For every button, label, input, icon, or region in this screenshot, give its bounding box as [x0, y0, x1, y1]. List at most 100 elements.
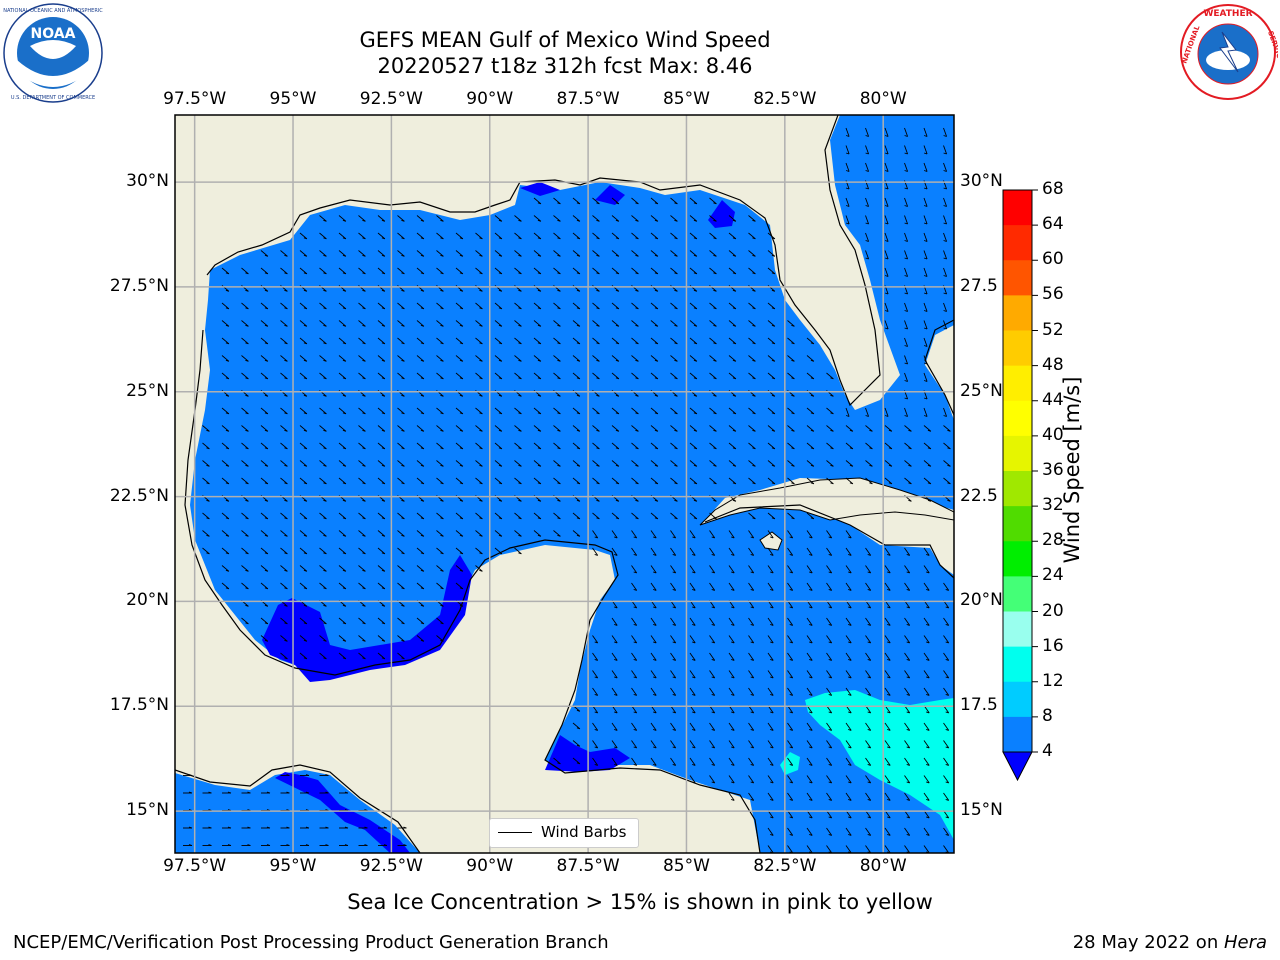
- wind-barb: [241, 302, 249, 310]
- wind-barb-flag: [771, 394, 776, 397]
- wind-barb: [533, 530, 542, 537]
- wind-barb: [923, 127, 928, 137]
- wind-barb-flag: [947, 499, 951, 502]
- wind-barb-flag: [518, 552, 522, 555]
- wind-barb: [845, 425, 854, 432]
- wind-barb-flag: [943, 205, 947, 207]
- wind-barb-flag: [692, 746, 696, 749]
- wind-barb: [592, 215, 600, 222]
- lat-label-left: 17.5°N: [109, 695, 169, 716]
- wind-barb-flag: [264, 342, 269, 345]
- wind-barb: [845, 635, 852, 644]
- wind-barb-flag: [693, 359, 698, 362]
- wind-barb-flag: [791, 517, 795, 520]
- wind-barb: [884, 687, 891, 696]
- wind-barb-flag: [654, 464, 659, 467]
- wind-barb-flag: [693, 202, 698, 205]
- wind-barb-flag: [225, 324, 230, 327]
- wind-barb: [787, 547, 794, 556]
- wind-barb-flag: [906, 641, 910, 644]
- wind-barb: [260, 320, 269, 327]
- colorbar-band: [1003, 330, 1032, 367]
- wind-barb-flag: [692, 781, 696, 784]
- wind-barb: [338, 512, 347, 520]
- wind-barb-flag: [752, 289, 756, 292]
- wind-barb: [611, 757, 618, 766]
- wind-barb-flag: [654, 272, 659, 275]
- wind-barb-flag: [945, 641, 949, 644]
- wind-barb-flag: [752, 254, 756, 257]
- wind-barb-flag: [420, 219, 425, 222]
- wind-barb: [865, 477, 873, 485]
- wind-barb: [202, 547, 210, 555]
- wind-barb-flag: [225, 412, 230, 415]
- low-wind-region-pacific: [275, 772, 410, 853]
- coastline: [206, 115, 881, 407]
- wind-barb: [475, 530, 483, 537]
- wind-barb-flag: [206, 499, 210, 502]
- wind-barb-flag: [752, 272, 756, 275]
- wind-barb: [416, 442, 425, 450]
- wind-barb-flag: [614, 746, 618, 749]
- wind-barb-flag: [286, 791, 290, 794]
- wind-barb-flag: [884, 415, 889, 417]
- wind-barb: [260, 372, 269, 380]
- wind-barb: [494, 267, 503, 275]
- wind-barb-flag: [576, 254, 581, 257]
- wind-barb-flag: [849, 447, 854, 450]
- wind-barb-flag: [420, 359, 425, 362]
- wind-barb: [455, 355, 464, 362]
- wind-barb-flag: [828, 693, 832, 696]
- wind-barb-flag: [576, 237, 581, 240]
- wind-barb-flag: [264, 587, 269, 590]
- wind-barb: [670, 530, 677, 539]
- wind-barb-flag: [225, 359, 230, 362]
- wind-barb-flag: [342, 342, 347, 345]
- wind-barb-flag: [809, 588, 813, 591]
- wind-barb-flag: [323, 517, 327, 520]
- wind-barb: [319, 320, 327, 327]
- wind-barb-flag: [906, 606, 910, 609]
- wind-barb: [884, 757, 891, 766]
- wind-barb: [748, 740, 755, 749]
- wind-barb-flag: [752, 394, 756, 397]
- wind-barb: [416, 477, 425, 485]
- wind-barb: [650, 565, 657, 574]
- wind-barb: [865, 215, 870, 225]
- wind-barb: [319, 477, 327, 485]
- wind-barb: [767, 845, 774, 853]
- wind-barb-flag: [284, 324, 288, 327]
- wind-barb: [416, 425, 425, 432]
- wind-barb-flag: [654, 324, 659, 327]
- wind-barb: [845, 845, 852, 853]
- wind-barb-flag: [615, 342, 620, 345]
- wind-barb-flag: [264, 447, 269, 450]
- wind-barb: [767, 547, 774, 556]
- colorbar-band: [1003, 260, 1032, 296]
- wind-barb-flag: [479, 324, 483, 327]
- wind-barb-flag: [771, 377, 776, 380]
- wind-barb-flag: [323, 394, 327, 397]
- wind-barb-flag: [459, 447, 464, 450]
- wind-barb-flag: [420, 482, 425, 485]
- wind-barb-flag: [731, 536, 735, 539]
- wind-barb-flag: [381, 482, 386, 485]
- colorbar-tick-label: 60: [1042, 249, 1064, 270]
- wind-barb: [553, 372, 561, 380]
- wind-barb: [299, 547, 308, 555]
- wind-barb: [650, 512, 659, 520]
- wind-barb-flag: [731, 658, 735, 661]
- colorbar-tick-label: 68: [1042, 179, 1064, 199]
- wind-barb: [319, 652, 327, 660]
- wind-barb-flag: [362, 482, 366, 485]
- wind-barb: [865, 197, 870, 207]
- wind-barb-flag: [906, 588, 910, 591]
- wind-barb: [358, 320, 366, 327]
- wind-barb-flag: [325, 826, 329, 829]
- wind-barb-flag: [884, 205, 889, 207]
- wind-barb: [455, 442, 464, 450]
- wind-barb-flag: [692, 676, 696, 679]
- wind-barb: [377, 425, 386, 432]
- wind-barb: [397, 337, 405, 345]
- wind-barb-flag: [809, 711, 813, 714]
